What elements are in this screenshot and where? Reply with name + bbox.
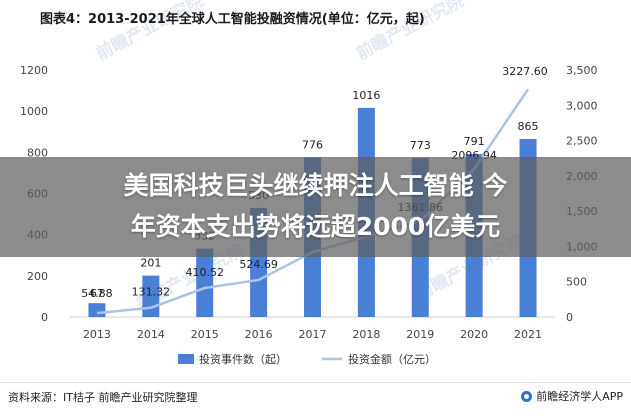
left-axis-tick: 1200 — [20, 64, 48, 77]
x-axis-tick: 2015 — [191, 328, 219, 341]
bar-data-label: 776 — [302, 138, 323, 151]
right-axis-tick: 2,500 — [566, 135, 598, 148]
line-data-label: 131.32 — [132, 286, 171, 299]
brand[interactable]: 前瞻经济学人APP — [521, 388, 623, 404]
brand-label: 前瞻经济学人APP — [536, 390, 623, 403]
x-axis-tick: 2017 — [299, 328, 327, 341]
right-axis-tick: 3,500 — [566, 64, 598, 77]
left-axis-tick: 800 — [27, 146, 48, 159]
brand-logo-icon — [521, 390, 533, 402]
right-axis-tick: 500 — [566, 276, 587, 289]
bar-data-label: 865 — [518, 120, 539, 133]
bar-data-label: 1016 — [352, 89, 380, 102]
bar-data-label: 791 — [464, 135, 485, 148]
right-axis-tick: 3,000 — [566, 99, 598, 112]
headline-line-1: 美国科技巨头继续押注人工智能 今 — [123, 171, 508, 200]
footer-divider — [0, 382, 631, 383]
x-axis-tick: 2013 — [83, 328, 111, 341]
bar-data-label: 201 — [140, 257, 161, 270]
legend-bar-label: 投资事件数（起） — [199, 352, 287, 366]
chart-title: 图表4：2013-2021年全球人工智能投融资情况(单位：亿元，起) — [40, 12, 425, 27]
headline-overlay — [0, 157, 631, 257]
line-data-label: 524.69 — [239, 258, 278, 271]
x-axis-tick: 2014 — [137, 328, 165, 341]
legend-bar-swatch — [178, 354, 194, 364]
x-axis-tick: 2019 — [406, 328, 434, 341]
source-note: 资料来源：IT桔子 前瞻产业研究院整理 — [8, 391, 198, 404]
x-axis-tick: 2021 — [514, 328, 542, 341]
bar-data-label: 67 — [90, 287, 104, 300]
left-axis-tick: 1000 — [20, 105, 48, 118]
bar-data-label: 773 — [410, 139, 431, 152]
line-data-label: 54.88 — [81, 287, 113, 300]
left-axis-tick: 0 — [41, 311, 48, 324]
headline[interactable]: 美国科技巨头继续押注人工智能 今 年资本支出势将远超2000亿美元 — [10, 165, 621, 247]
left-axis-tick: 200 — [27, 270, 48, 283]
x-axis-tick: 2018 — [352, 328, 380, 341]
bar — [88, 303, 106, 317]
headline-line-2: 年资本支出势将远超2000亿美元 — [130, 212, 501, 241]
right-axis-tick: 0 — [566, 311, 573, 324]
line-data-label: 3227.60 — [502, 65, 548, 78]
x-axis-tick: 2016 — [245, 328, 273, 341]
x-axis-tick: 2020 — [460, 328, 488, 341]
line-data-label: 410.52 — [185, 266, 224, 279]
legend-line-label: 投资金额（亿元） — [348, 352, 436, 366]
bar — [196, 248, 214, 317]
